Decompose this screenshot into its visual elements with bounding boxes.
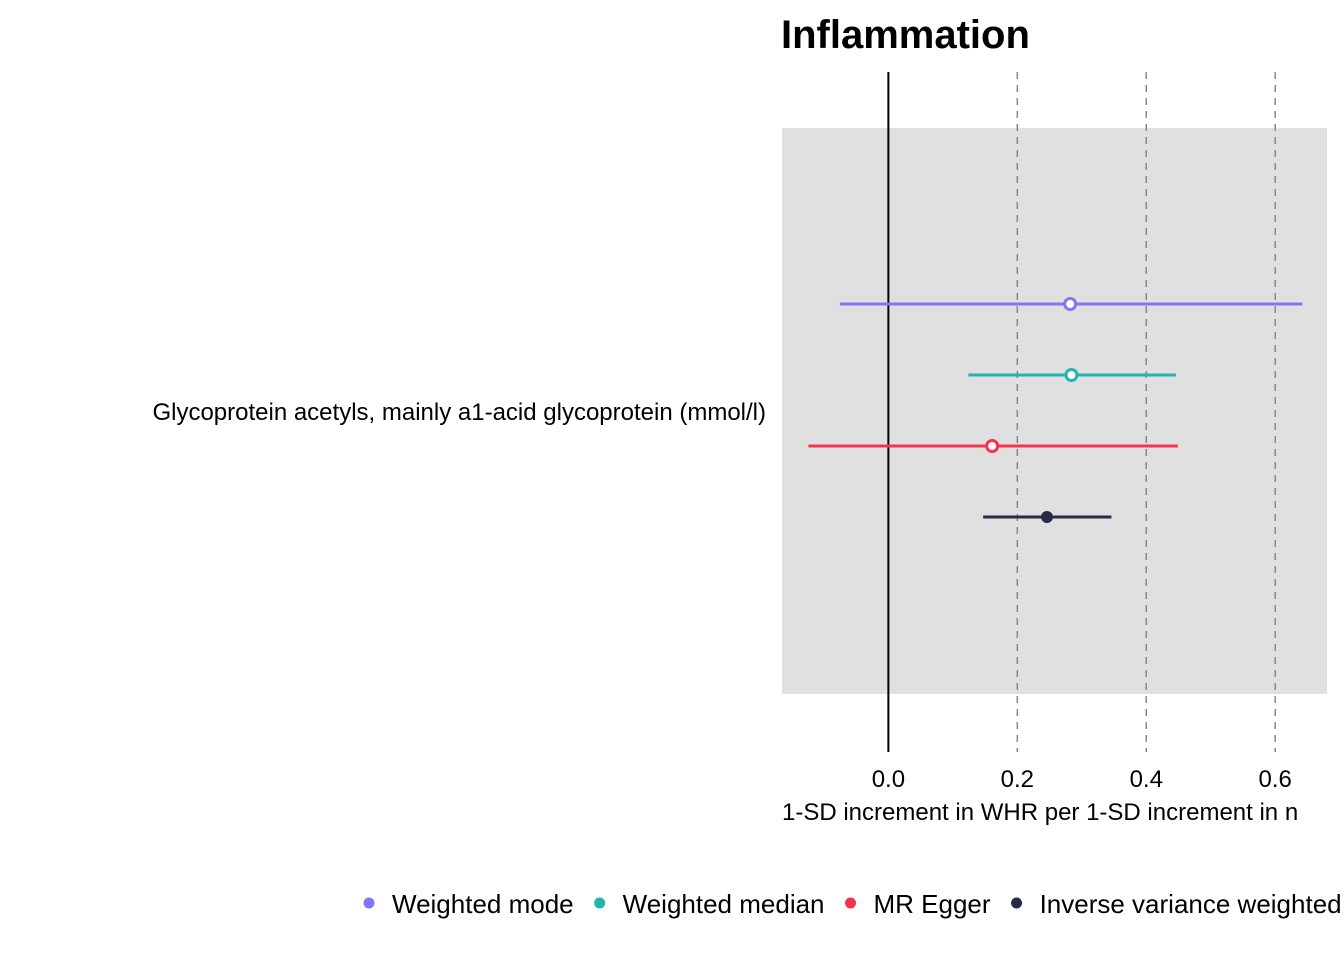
legend-item-weighted-mode: Weighted mode [363,889,574,919]
legend-label: Weighted median [623,889,825,919]
plot-panel-band [782,128,1327,694]
series-weighted-mode [840,297,1303,311]
x-tick-label: 0.0 [872,766,905,793]
legend-key-dot [845,897,857,909]
legend-key-dot [363,897,375,909]
point-estimate [1063,297,1078,311]
legend-label: Inverse variance weighted [1040,889,1342,919]
x-tick-label: 0.2 [1001,766,1034,793]
legend-key-dot [1011,897,1023,909]
point-estimate [1040,511,1053,523]
point-estimate [985,439,1000,453]
legend-key-dot [594,897,606,909]
series-mr-egger [808,439,1178,453]
x-tick-label: 0.4 [1130,766,1163,793]
legend: Weighted mode Weighted median MR Egger Inve… [363,889,1342,919]
x-axis-label: 1-SD increment in WHR per 1-SD increment… [782,799,1298,826]
chart-title: Inflammation [781,13,1030,57]
legend-label: MR Egger [874,889,991,919]
x-tick-label: 0.6 [1259,766,1292,793]
category-label: Glycoprotein acetyls, mainly a1-acid gly… [152,399,766,426]
point-estimate [1064,368,1079,382]
estimates [808,297,1303,523]
series-inverse-variance-weighted [983,511,1112,523]
legend-label: Weighted mode [392,889,574,919]
legend-item-inverse-variance-weighted: Inverse variance weighted [1011,889,1342,919]
dashed-gridlines [1016,72,1276,752]
legend-item-weighted-median: Weighted median [594,889,825,919]
legend-item-mr-egger: MR Egger [845,889,991,919]
x-axis-ticks: 0.0 0.2 0.4 0.6 [872,766,1292,793]
series-weighted-median [968,368,1176,382]
